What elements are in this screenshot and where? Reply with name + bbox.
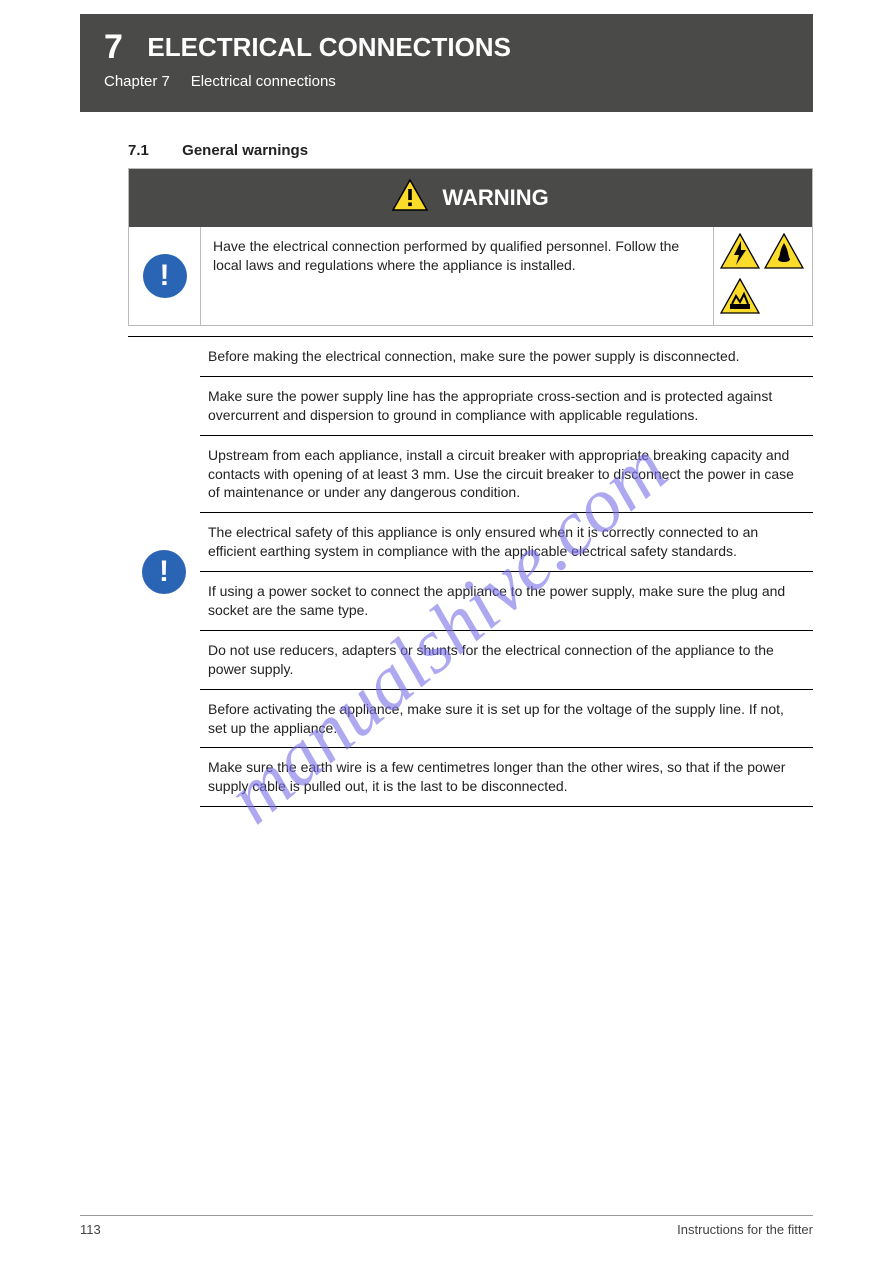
page-number: 113 xyxy=(80,1222,101,1237)
list-item: Make sure the power supply line has the … xyxy=(200,377,813,436)
chapter-number: 7 xyxy=(104,28,123,67)
electric-shock-icon xyxy=(720,233,760,274)
hazard-icons xyxy=(714,227,812,325)
list-item: The electrical safety of this appliance … xyxy=(200,513,813,572)
list-item: If using a power socket to connect the a… xyxy=(200,572,813,631)
list-item: Before activating the appliance, make su… xyxy=(200,690,813,749)
list-item: Upstream from each appliance, install a … xyxy=(200,436,813,514)
rules-mandatory-icon-cell: ! xyxy=(128,337,200,807)
section-heading: 7.1 General warnings xyxy=(128,142,308,159)
list-item: Do not use reducers, adapters or shunts … xyxy=(200,631,813,690)
chapter-title: ELECTRICAL CONNECTIONS xyxy=(147,32,511,63)
list-item: Before making the electrical connection,… xyxy=(200,337,813,377)
warning-mandatory-icon-cell: ! xyxy=(129,227,201,325)
chapter-header: 7 ELECTRICAL CONNECTIONS Chapter 7 Elect… xyxy=(80,14,813,112)
mandatory-icon: ! xyxy=(143,254,187,298)
floor-damage-icon xyxy=(720,278,760,319)
section-label: General warnings xyxy=(182,142,308,159)
footer-label: Instructions for the fitter xyxy=(677,1222,813,1237)
warning-box: WARNING ! Have the electrical connection… xyxy=(128,168,813,326)
fire-icon xyxy=(764,233,804,274)
rules-list: Before making the electrical connection,… xyxy=(200,337,813,807)
mandatory-icon: ! xyxy=(142,550,186,594)
warning-triangle-icon xyxy=(392,179,428,217)
chapter-subtitle-prefix: Chapter 7 xyxy=(104,73,170,90)
warning-heading: WARNING xyxy=(129,169,812,227)
section-number: 7.1 xyxy=(128,142,178,159)
page-footer: 113 Instructions for the fitter xyxy=(80,1215,813,1237)
warning-text: Have the electrical connection performed… xyxy=(201,227,714,325)
list-item: Make sure the earth wire is a few centim… xyxy=(200,748,813,807)
rules-table: ! Before making the electrical connectio… xyxy=(128,336,813,807)
warning-heading-text: WARNING xyxy=(442,185,548,211)
chapter-subtitle-label: Electrical connections xyxy=(191,73,336,90)
